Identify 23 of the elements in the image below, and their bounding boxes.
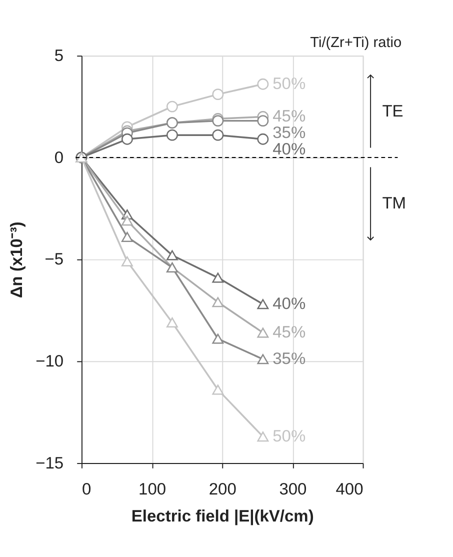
y-axis-title: Δn (x10⁻³) (8, 222, 26, 298)
x-tick-label: 200 (208, 480, 236, 499)
y-tick-label: −5 (44, 250, 64, 269)
text: TM (382, 194, 406, 212)
y-tick-label: 5 (54, 46, 64, 65)
series-label: 40% (272, 294, 306, 313)
y-tick-label: 0 (54, 148, 64, 167)
y-tick-label: −10 (36, 352, 64, 371)
series-label: 50% (272, 427, 306, 446)
x-tick-label: 100 (138, 480, 166, 499)
series-label: 40% (272, 140, 306, 159)
series-label: 45% (272, 324, 306, 342)
x-tick-label: 0 (82, 480, 92, 499)
series-label: 50% (272, 74, 306, 93)
series-label: 35% (272, 350, 306, 368)
y-tick-label: −15 (36, 454, 64, 472)
series-label: 45% (272, 108, 306, 126)
x-axis-title: Electric field |E|(kV/cm) (131, 508, 314, 526)
legend-title: Ti/(Zr+Ti) ratio (310, 34, 402, 51)
series-label: 35% (272, 124, 306, 142)
x-tick-label: 300 (279, 480, 307, 499)
x-tick-label: 400 (336, 480, 364, 499)
text: TE (382, 102, 404, 120)
